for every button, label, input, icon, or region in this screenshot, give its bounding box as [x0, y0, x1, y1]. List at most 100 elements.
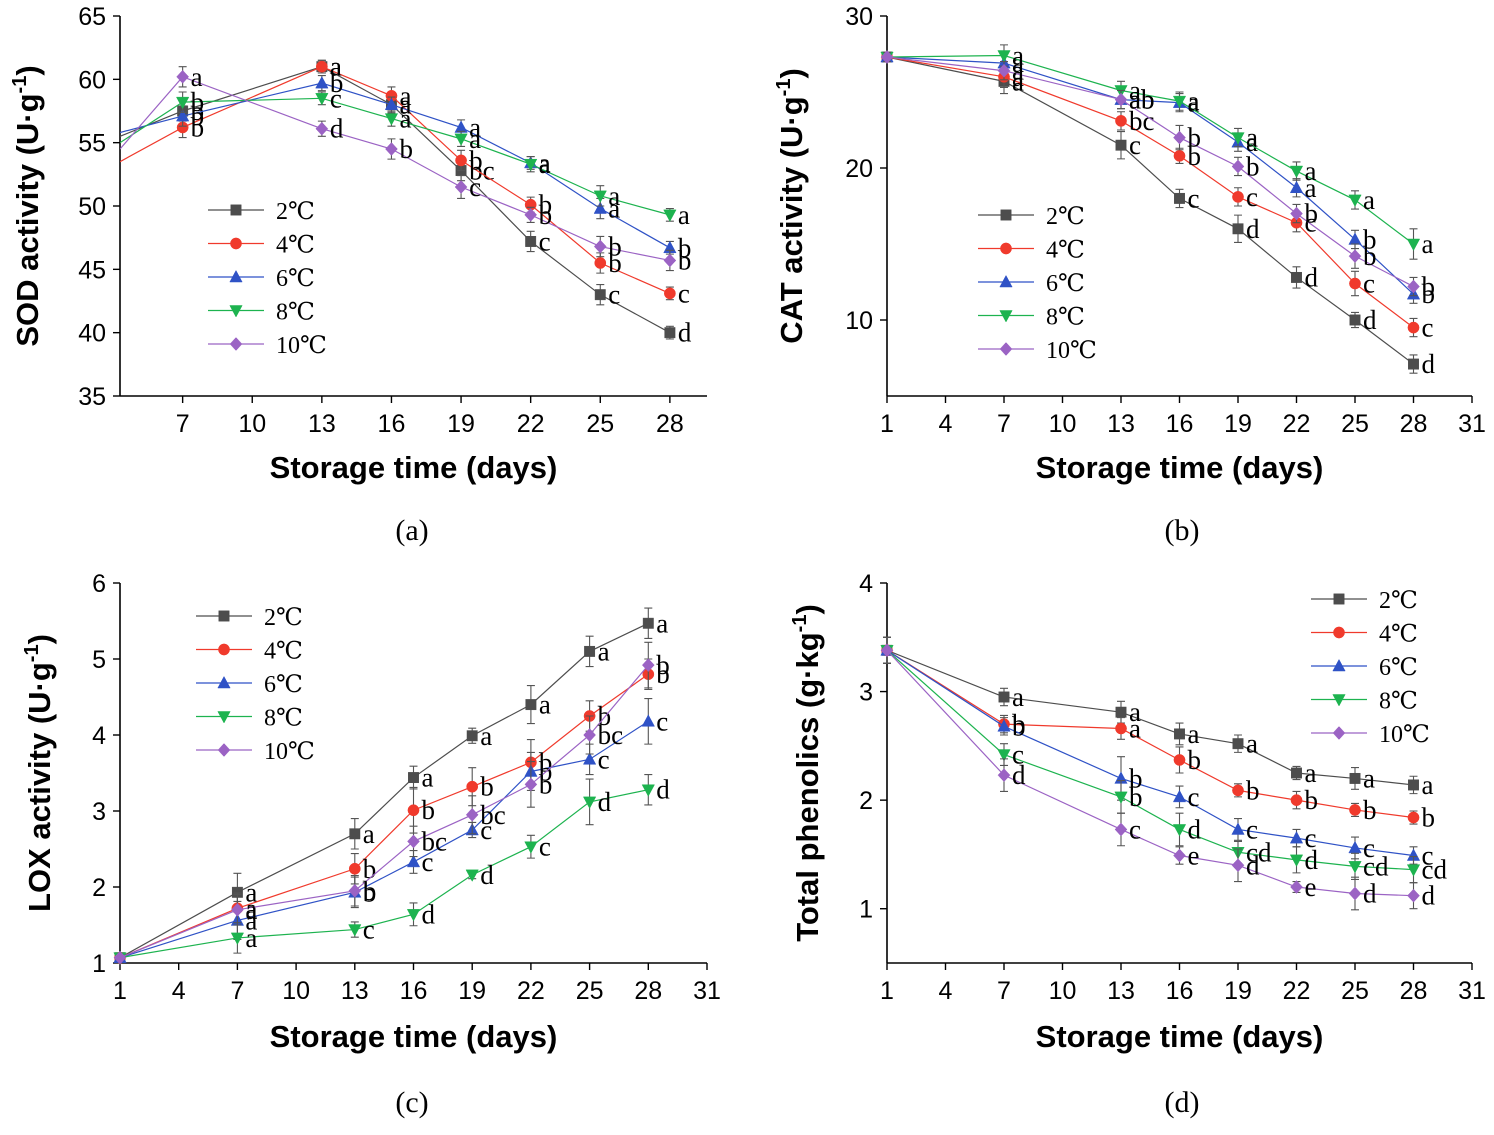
x-tick-label-d-31: 31	[1458, 977, 1486, 1005]
data-point-b	[1115, 115, 1126, 126]
series-c-8℃: a cddcd d	[114, 775, 671, 965]
legend-label: 2℃	[264, 605, 303, 631]
x-tick-label-c-28: 28	[634, 977, 662, 1005]
data-point-b	[1349, 250, 1361, 263]
x-tick-label-d-13: 13	[1107, 977, 1135, 1005]
significance-letter: bc	[480, 800, 506, 830]
significance-letter: a	[1188, 86, 1200, 116]
data-point-d	[1174, 729, 1184, 739]
data-point-c	[583, 797, 595, 809]
x-tick-label-c-4: 4	[172, 977, 186, 1005]
legend-label: 6℃	[1379, 655, 1418, 681]
x-tick-label-d-28: 28	[1400, 977, 1428, 1005]
x-tick-label-b-28: 28	[1400, 410, 1428, 438]
x-tick-label-a-28: 28	[656, 410, 684, 438]
significance-letter: a	[1012, 682, 1024, 712]
data-point-d	[1291, 795, 1302, 806]
significance-letter: b	[1422, 803, 1436, 833]
y-tick-label-c-2: 2	[92, 874, 106, 902]
y-tick-label-b-10: 10	[845, 307, 873, 335]
chart-panel-c: 1 4 7 10 13 16 19 22 25 28 31 1 2 3 4 5 6 Storage time (d…	[21, 570, 721, 1119]
series-b-10℃: aabbbbbb	[881, 51, 1435, 302]
legend-item-b-2℃: 2℃	[978, 204, 1085, 230]
significance-letter: b	[1188, 123, 1202, 153]
data-point-d	[1174, 754, 1185, 765]
data-point-b	[1349, 278, 1360, 289]
x-tick-label-a-25: 25	[586, 410, 614, 438]
x-tick-label-d-19: 19	[1224, 977, 1252, 1005]
significance-letter: d	[1363, 879, 1377, 909]
significance-letter: a	[363, 819, 375, 849]
data-point-c	[643, 618, 653, 628]
significance-letter: c	[539, 832, 551, 862]
legend-label: 2℃	[1046, 204, 1085, 230]
data-point-b	[1232, 133, 1244, 145]
legend-label: 10℃	[276, 333, 327, 359]
data-point-c	[408, 805, 419, 816]
legend-label: 8℃	[264, 706, 303, 732]
series-b-2℃: accdddd	[882, 52, 1436, 379]
data-point-a	[664, 254, 676, 267]
significance-letter: a	[469, 124, 481, 154]
legend-marker	[230, 271, 242, 283]
significance-letter: d	[1422, 349, 1436, 379]
data-point-a	[665, 327, 675, 337]
legend-item-b-10℃: 10℃	[978, 338, 1097, 364]
chart-panel-d: 1 4 7 10 13 16 19 22 25 28 311234Storage time (day…	[789, 570, 1486, 1119]
x-tick-label-b-10: 10	[1049, 410, 1077, 438]
data-point-d	[1232, 859, 1244, 872]
legend-label: 10℃	[1379, 722, 1430, 748]
data-point-d	[1115, 792, 1127, 804]
y-tick-label-b-20: 20	[845, 155, 873, 183]
significance-letter: d	[656, 775, 670, 805]
legend-label: 2℃	[276, 199, 315, 225]
data-point-b	[1408, 359, 1418, 369]
data-point-c	[408, 835, 420, 848]
legend-marker	[1333, 727, 1345, 740]
x-tick-label-a-7: 7	[176, 410, 190, 438]
x-tick-label-a-13: 13	[308, 410, 336, 438]
y-axis-title-text: LOX activity (U·g	[22, 662, 57, 912]
data-point-b	[1408, 280, 1420, 293]
y-tick-label-c-5: 5	[92, 646, 106, 674]
series-line-d-10℃	[887, 650, 1414, 895]
data-point-d	[1233, 738, 1243, 748]
significance-letter: d	[1422, 881, 1436, 911]
x-tick-label-b-22: 22	[1283, 410, 1311, 438]
significance-letter: a	[422, 763, 434, 793]
significance-letter: d	[1305, 845, 1319, 875]
legend-marker	[1001, 210, 1011, 220]
significance-letter: c	[330, 83, 342, 113]
data-point-a	[525, 208, 537, 221]
data-point-a	[316, 77, 328, 89]
x-tick-label-b-16: 16	[1166, 410, 1194, 438]
significance-letter: b	[1305, 199, 1319, 229]
y-axis-title-sup: -1	[9, 76, 31, 94]
significance-letter: a	[678, 200, 690, 230]
legend-item-d-6℃: 6℃	[1311, 655, 1418, 681]
data-point-c	[525, 842, 537, 854]
x-tick-label-c-31: 31	[693, 977, 721, 1005]
data-point-d	[1232, 785, 1243, 796]
y-axis-title-close: )	[790, 604, 825, 614]
significance-letter: c	[469, 172, 481, 202]
legend-item-a-4℃: 4℃	[208, 233, 315, 259]
significance-letter: c	[678, 278, 690, 308]
significance-letter: c	[1246, 182, 1258, 212]
data-point-d	[999, 692, 1009, 702]
legend-marker	[1000, 243, 1011, 254]
data-point-b	[1349, 195, 1361, 207]
series-c-4℃: abbbbbb	[114, 659, 669, 963]
legend-item-a-8℃: 8℃	[208, 300, 315, 326]
significance-letter: d	[1305, 262, 1319, 292]
significance-letter: d	[480, 860, 494, 890]
significance-letter: c	[1422, 313, 1434, 343]
legend-label: 4℃	[1046, 238, 1085, 264]
data-point-d	[1115, 723, 1126, 734]
data-point-d	[1174, 849, 1186, 862]
y-tick-label-a-60: 60	[78, 66, 106, 94]
significance-letter: a	[245, 923, 257, 953]
significance-letter: b	[539, 769, 553, 799]
data-point-a	[385, 143, 397, 156]
data-point-c	[526, 699, 536, 709]
